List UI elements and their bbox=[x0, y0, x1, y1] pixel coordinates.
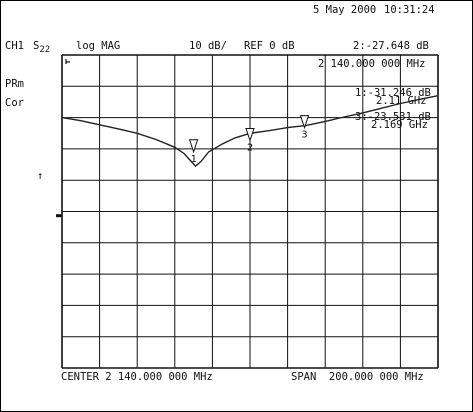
marker-3-value: 3:-23.531 dB bbox=[355, 111, 431, 123]
marker-3-triangle bbox=[299, 115, 310, 130]
prm-annotation: PRm bbox=[5, 78, 24, 90]
sweep-indicator-icon bbox=[65, 59, 70, 64]
time-readout: 10:31:24 bbox=[384, 4, 435, 16]
s22-trace-line bbox=[61, 95, 439, 168]
format-label: log MAG bbox=[76, 40, 121, 52]
marker-2-label: 2 bbox=[247, 143, 253, 154]
s-parameter-label: S22 bbox=[33, 40, 51, 55]
scale-label: 10 dB/ bbox=[189, 40, 227, 52]
cor-annotation: Cor bbox=[5, 97, 24, 109]
marker-2-triangle bbox=[245, 128, 255, 143]
date-readout: 5 May 2000 bbox=[313, 4, 377, 16]
marker-1-label: 1 bbox=[191, 154, 197, 165]
active-marker-value: 2:-27.648 dB bbox=[353, 40, 429, 52]
marker-3-frequency: 2.169 GHz bbox=[371, 119, 428, 131]
center-frequency-label: CENTER 2 140.000 000 MHz bbox=[61, 371, 213, 383]
marker-1-triangle bbox=[188, 139, 199, 154]
reference-line-tick-icon bbox=[56, 214, 62, 218]
marker-1-frequency: 2.11 GHz bbox=[376, 95, 427, 107]
marker-1-value: 1:-31.246 dB bbox=[355, 87, 431, 99]
channel-label: CH1 bbox=[5, 40, 24, 52]
s-parameter-sub: 22 bbox=[39, 45, 51, 55]
active-marker-frequency: 2 140.000 000 MHz bbox=[318, 58, 426, 70]
ref-level-label: REF 0 dB bbox=[244, 40, 295, 52]
s-parameter-main: S bbox=[33, 40, 40, 52]
ref-position-arrow-icon: ↑ bbox=[37, 170, 44, 182]
marker-3-label: 3 bbox=[302, 130, 308, 141]
span-label: SPAN 200.000 000 MHz bbox=[291, 371, 424, 383]
